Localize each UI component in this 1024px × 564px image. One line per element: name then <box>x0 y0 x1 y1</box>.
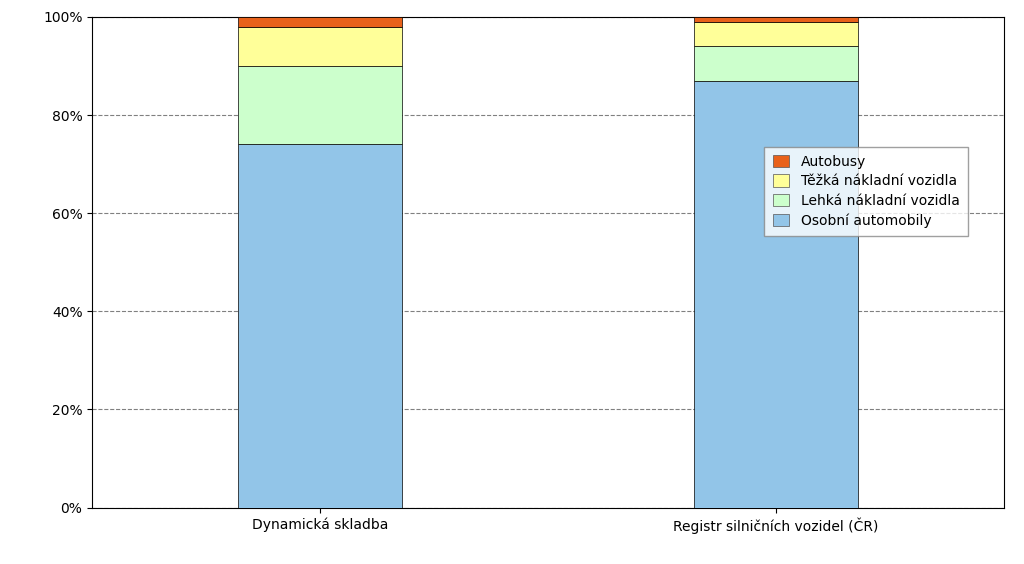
Bar <box>693 17 858 22</box>
Bar <box>693 81 858 508</box>
Bar <box>238 144 402 508</box>
Bar <box>693 22 858 46</box>
Bar <box>238 66 402 144</box>
Legend: Autobusy, Těžká nákladní vozidla, Lehká nákladní vozidla, Osobní automobily: Autobusy, Těžká nákladní vozidla, Lehká … <box>764 147 968 236</box>
Bar <box>238 27 402 66</box>
Bar <box>238 17 402 27</box>
Bar <box>693 46 858 81</box>
